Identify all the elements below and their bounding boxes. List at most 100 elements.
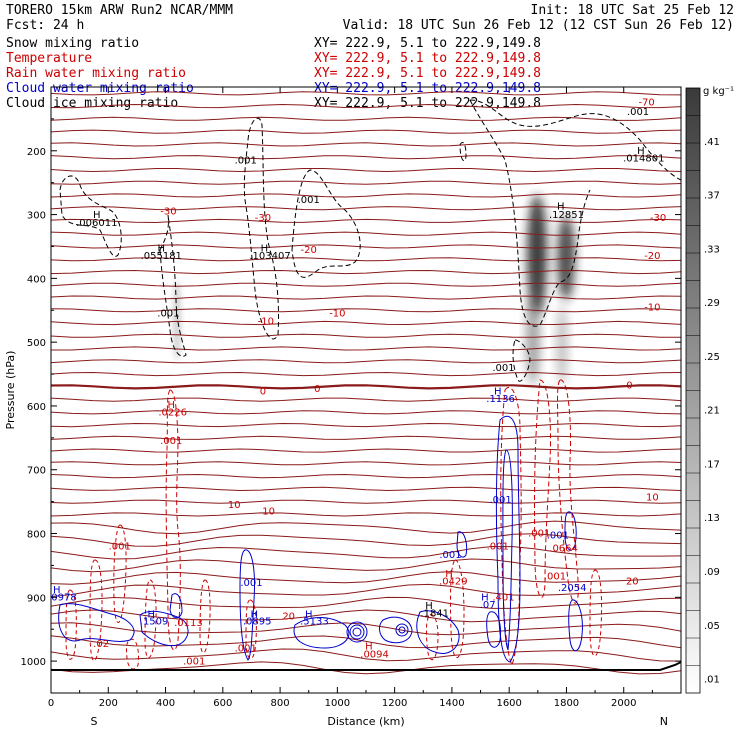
colorbar: .01 .05 .09 .13 .17 .21 .25 .29 .33 .37 .41 g kg⁻¹ xyxy=(685,86,734,694)
contour-label: .001 xyxy=(235,644,257,655)
contour-label: H xyxy=(481,593,489,604)
isotherm-line xyxy=(51,635,681,649)
rain-contour xyxy=(534,379,551,598)
contour-label: .001 xyxy=(487,541,509,552)
y-tick-label: 1000 xyxy=(21,657,46,668)
contour-label: -10 xyxy=(258,316,274,327)
isotherm-line xyxy=(51,473,681,479)
legend-field-xy: XY= 222.9, 5.1 to 222.9,149.8 xyxy=(314,81,541,96)
contour-label: .001 xyxy=(547,531,569,542)
isotherm-line xyxy=(51,448,681,453)
colorbar-tick-label: .21 xyxy=(704,406,720,417)
isotherm-line xyxy=(51,168,681,173)
isotherm-line xyxy=(51,155,681,160)
rain-contour xyxy=(125,638,139,670)
contour-label: .0429 xyxy=(439,577,468,588)
rain-contour xyxy=(425,614,439,660)
contour-annotations: H.006011H.055181.001H.103407.001.001H.01… xyxy=(48,97,666,667)
contour-label: -20 xyxy=(301,245,317,256)
contour-label: .103407 xyxy=(249,251,290,262)
contour-label: .001 xyxy=(627,107,649,118)
colorbar-tick-label: .25 xyxy=(704,352,720,363)
isotherm-line xyxy=(51,422,681,428)
legend-field-xy: XY= 222.9, 5.1 to 222.9,149.8 xyxy=(314,66,541,81)
contour-label: -30 xyxy=(160,207,176,218)
rain-contour xyxy=(557,379,579,604)
contour-label: .0895 xyxy=(243,617,272,628)
contour-label: H xyxy=(445,569,453,580)
y-axis-label: Pressure (hPa) xyxy=(4,351,17,430)
contour-label: 10 xyxy=(262,506,275,517)
rain-contour xyxy=(65,589,77,660)
snow-plume-1 xyxy=(527,195,547,315)
contour-label: .055181 xyxy=(141,251,182,262)
isotherm-line xyxy=(51,193,681,198)
legend-field-xy: XY= 222.9, 5.1 to 222.9,149.8 xyxy=(314,96,541,111)
y-tick-label: 500 xyxy=(27,338,46,349)
rain-contour xyxy=(113,524,127,623)
cloud-water-cell xyxy=(395,623,409,637)
contour-label: .001 xyxy=(160,436,182,447)
rain-contour xyxy=(144,579,157,658)
isotherm-line xyxy=(51,583,681,598)
isotherm-line xyxy=(51,461,681,466)
contour-label: .001 xyxy=(109,541,131,552)
legend-field-name: Snow mixing ratio xyxy=(6,36,139,51)
snow-plume-4 xyxy=(556,305,568,385)
cloud-water-contour xyxy=(568,599,583,652)
contour-label: .001 xyxy=(157,309,179,320)
snow-plume-3 xyxy=(526,295,540,385)
contour-label: H xyxy=(93,210,101,221)
isotherm-line xyxy=(51,257,681,262)
colorbar-unit: g kg⁻¹ xyxy=(703,86,734,97)
cloud-water-contour xyxy=(58,603,135,642)
contour-label: .07 xyxy=(480,600,496,611)
ice-contour xyxy=(159,214,187,357)
colorbar-tick-label: .29 xyxy=(704,298,720,309)
legend-field-xy: XY= 222.9, 5.1 to 222.9,149.8 xyxy=(314,51,541,66)
contour-label: H xyxy=(425,601,433,612)
contour-label: H xyxy=(168,400,176,411)
isotherm-line xyxy=(51,622,681,636)
isotherm-line xyxy=(51,435,681,440)
contour-label: 10 xyxy=(646,492,659,503)
isotherm-line xyxy=(51,206,681,211)
isotherm-line xyxy=(51,520,681,535)
ice-contour xyxy=(512,339,531,382)
x-tick-label: 2000 xyxy=(611,698,636,709)
contour-label: H xyxy=(305,610,313,621)
colorbar-tick-label: .05 xyxy=(704,621,720,632)
contour-label: .0978 xyxy=(48,593,77,604)
y-tick-label: 400 xyxy=(27,274,46,285)
contour-label: .0094 xyxy=(360,649,389,660)
plot-frame xyxy=(50,86,682,694)
contour-label: .0664 xyxy=(549,543,578,554)
contour-label: -20 xyxy=(644,251,660,262)
cloud-water-cell xyxy=(398,626,406,634)
ice-contour xyxy=(243,117,280,340)
cloud-water-cell xyxy=(352,627,362,637)
isotherm-line xyxy=(51,359,681,364)
axes: 0 200 400 600 800 1000 1200 1400 1600 1800 2000200… xyxy=(4,86,682,728)
init-time: Init: 18 UTC Sat 25 Feb 12 xyxy=(531,3,735,18)
isotherm-line xyxy=(51,320,681,326)
contour-label: .0226 xyxy=(158,408,187,419)
rain-contour xyxy=(449,559,465,659)
contour-label: 10 xyxy=(228,500,241,511)
x-axis-label: Distance (km) xyxy=(327,715,404,728)
isotherm-line xyxy=(51,571,681,585)
isotherm-line xyxy=(51,218,681,224)
isotherm-line xyxy=(51,91,681,96)
y-tick-label: 900 xyxy=(27,593,46,604)
snow-shading xyxy=(173,195,575,385)
colorbar-tick-label: .41 xyxy=(704,137,720,148)
cloud-water-contour xyxy=(293,617,350,649)
cloud-water-contour xyxy=(486,611,501,648)
y-tick-label: 800 xyxy=(27,530,46,541)
ice-contour xyxy=(459,142,467,162)
x-tick-label: 1600 xyxy=(496,698,521,709)
cloud-water-contour xyxy=(169,593,183,619)
x-tick-label: 400 xyxy=(156,698,175,709)
cloud-water-contour xyxy=(379,616,413,644)
contour-label: .001 xyxy=(240,578,262,589)
